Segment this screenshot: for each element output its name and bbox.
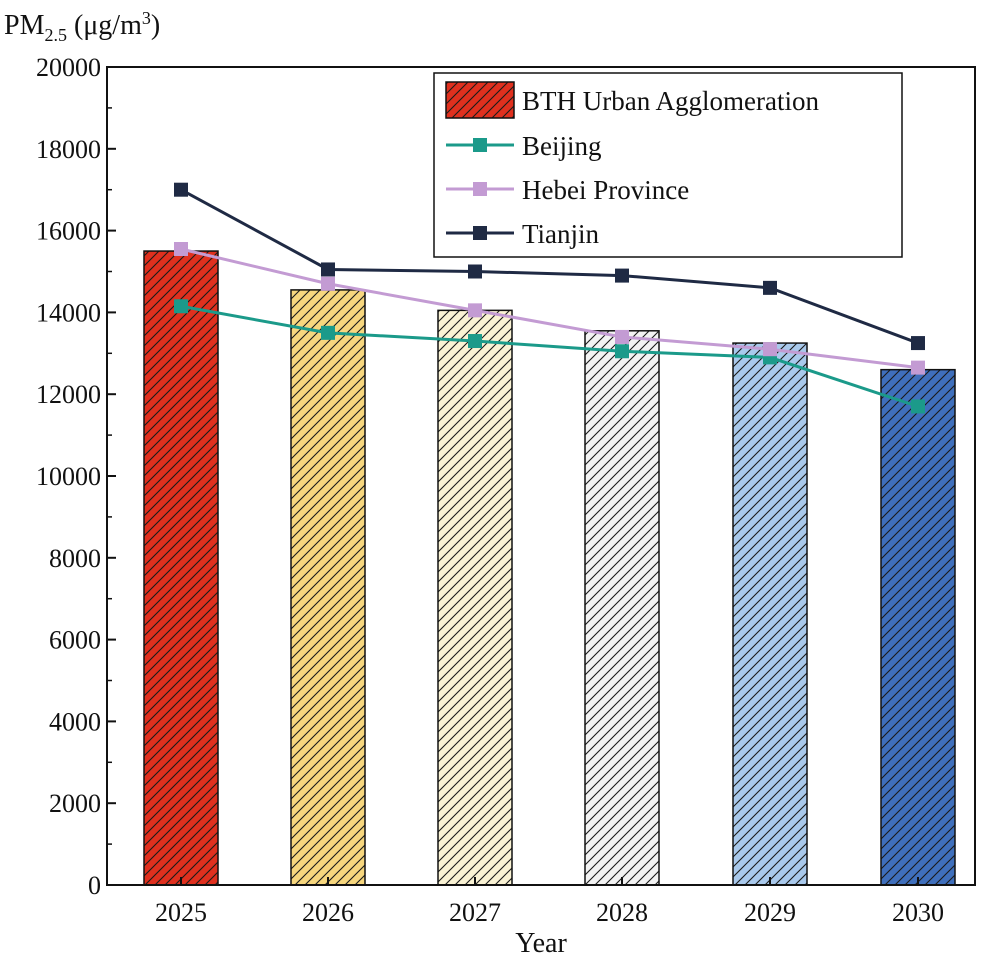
marker-beijing [468, 334, 482, 349]
y-tick-label: 20000 [36, 53, 101, 82]
marker-hebei-province [763, 342, 777, 357]
y-tick-label: 18000 [36, 135, 101, 164]
x-tick-label: 2027 [449, 898, 501, 927]
marker-hebei-province [911, 360, 925, 375]
x-tick-label: 2028 [596, 898, 648, 927]
bar-hatch [143, 250, 219, 886]
marker-tianjin [615, 268, 629, 283]
marker-hebei-province [615, 329, 629, 344]
legend-label-tianjin: Tianjin [522, 219, 600, 249]
legend-swatch-marker [473, 138, 487, 152]
y-ticks: 0 2000 4000 6000 8000 10000 12000 14000 16000 180… [36, 53, 116, 900]
legend-swatch-marker [473, 182, 487, 196]
bar-hatch [437, 309, 513, 886]
legend-label-hebei-province: Hebei Province [522, 175, 689, 205]
x-tick-label: 2025 [155, 898, 207, 927]
marker-beijing [174, 299, 188, 314]
legend-label-beijing: Beijing [522, 131, 602, 161]
legend-swatch-hatch [445, 81, 515, 119]
x-ticks: 2025 2026 2027 2028 2029 2030 [155, 877, 944, 927]
legend: BTH Urban Agglomeration Beijing Hebei Prov… [433, 72, 903, 258]
lines-layer [174, 182, 925, 414]
marker-beijing [615, 344, 629, 359]
marker-tianjin [763, 280, 777, 295]
y-tick-label: 4000 [49, 707, 101, 736]
bar-hatch [290, 289, 366, 886]
x-tick-label: 2030 [892, 898, 944, 927]
x-tick-label: 2029 [744, 898, 796, 927]
y-tick-label: 16000 [36, 217, 101, 246]
bar-hatch [880, 368, 956, 886]
marker-tianjin [321, 262, 335, 277]
marker-hebei-province [321, 276, 335, 291]
bar-hatch [584, 330, 660, 886]
y-tick-label: 2000 [49, 789, 101, 818]
y-tick-label: 14000 [36, 298, 101, 327]
marker-tianjin [468, 264, 482, 279]
marker-hebei-province [174, 242, 188, 257]
marker-beijing [911, 399, 925, 414]
series-line-beijing [180, 304, 919, 408]
marker-beijing [321, 325, 335, 340]
marker-hebei-province [468, 303, 482, 318]
y-tick-label: 0 [88, 871, 101, 900]
x-axis-title: Year [515, 928, 567, 958]
y-tick-label: 6000 [49, 626, 101, 655]
marker-tianjin [911, 336, 925, 351]
y-tick-label: 10000 [36, 462, 101, 491]
bars-layer [143, 250, 956, 886]
series-line-tianjin [180, 188, 919, 345]
bar-hatch [732, 342, 808, 886]
marker-tianjin [174, 182, 188, 197]
y-axis-title: PM2.5 (μg/m3) [4, 8, 160, 45]
series-line-hebei-province [180, 247, 919, 370]
legend-swatch-marker [473, 226, 487, 240]
legend-label-bars: BTH Urban Agglomeration [522, 86, 819, 116]
y-tick-label: 8000 [49, 544, 101, 573]
y-tick-label: 12000 [36, 380, 101, 409]
x-tick-label: 2026 [302, 898, 354, 927]
